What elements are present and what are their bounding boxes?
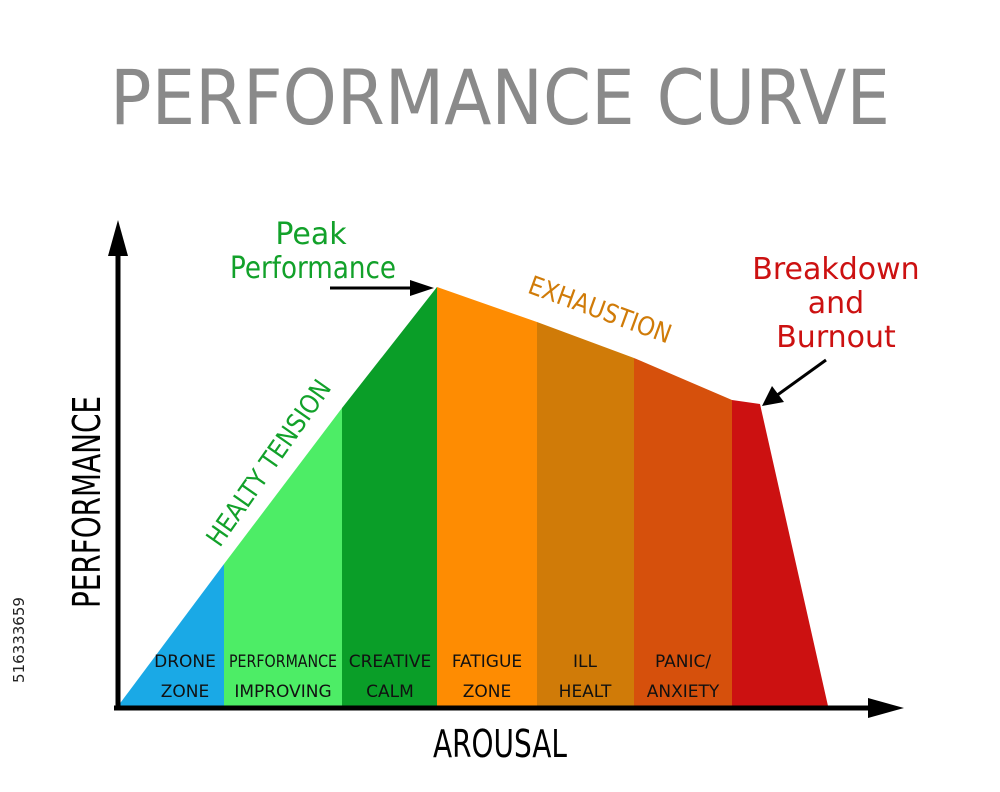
diagram-title: PERFORMANCE CURVE xyxy=(110,53,890,142)
zone-label-drone-1: DRONE xyxy=(154,652,216,672)
breakdown-arrow-icon xyxy=(762,386,784,406)
zone-fatigue xyxy=(437,287,537,706)
zone-label-fatigue-1: FATIGUE xyxy=(452,652,522,672)
peak-arrow-icon xyxy=(410,280,434,296)
zone-label-ill-2: HEALT xyxy=(559,682,612,702)
x-axis-arrow-icon xyxy=(868,698,904,718)
x-axis-label: AROUSAL xyxy=(433,722,567,766)
y-axis-label: PERFORMANCE xyxy=(65,396,109,608)
zone-panic-anxiety xyxy=(634,358,732,706)
y-axis-arrow-icon xyxy=(108,220,128,256)
zone-label-creative-2: CALM xyxy=(366,682,414,702)
zone-breakdown xyxy=(732,400,828,706)
zone-label-ill-1: ILL xyxy=(573,652,597,672)
zone-label-performance-1: PERFORMANCE xyxy=(229,652,337,672)
zone-creative-calm xyxy=(342,287,437,706)
zone-performance-improving xyxy=(224,408,342,706)
zone-label-panic-2: ANXIETY xyxy=(647,682,720,702)
peak-label-line2: Performance xyxy=(230,251,396,286)
breakdown-label-line3: Burnout xyxy=(776,320,896,355)
breakdown-arrow-line xyxy=(775,358,827,398)
zone-drone xyxy=(118,564,224,706)
zone-ill-health xyxy=(537,322,634,706)
breakdown-label: Breakdown and Burnout xyxy=(752,252,919,355)
zone-label-panic-1: PANIC/ xyxy=(655,652,711,672)
zones xyxy=(118,287,828,706)
zone-label-drone-2: ZONE xyxy=(161,682,210,702)
zone-label-performance-2: IMPROVING xyxy=(234,682,331,702)
axes xyxy=(108,220,904,718)
breakdown-label-line2: and xyxy=(808,286,864,321)
image-id-text: 516333659 xyxy=(10,597,28,683)
zone-label-fatigue-2: ZONE xyxy=(463,682,512,702)
zone-labels: DRONE ZONE PERFORMANCE IMPROVING CREATIV… xyxy=(154,652,720,702)
peak-label-line1: Peak xyxy=(275,217,347,252)
breakdown-label-line1: Breakdown xyxy=(752,252,919,287)
zone-label-creative-1: CREATIVE xyxy=(349,652,432,672)
